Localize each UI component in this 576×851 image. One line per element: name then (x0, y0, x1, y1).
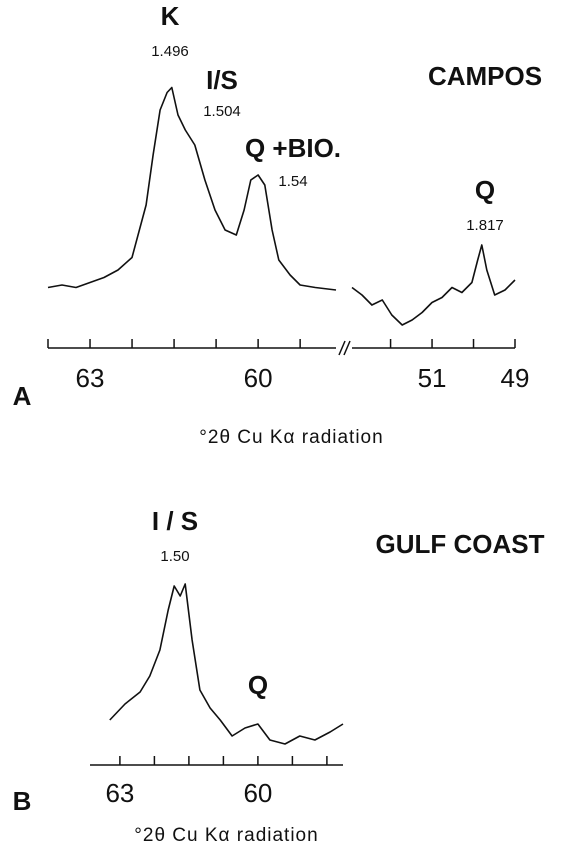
x-axis-label: °2θ Cu Kα radiation (199, 427, 383, 448)
d-spacing-label: 1.817 (466, 217, 504, 234)
peak-label: K (161, 1, 180, 31)
x-tick-label: 60 (243, 778, 272, 808)
peak-label: I / S (152, 506, 198, 536)
xrd-trace (351, 244, 516, 326)
panel-label: A (13, 381, 32, 411)
peak-label: Q (475, 175, 495, 205)
d-spacing-label: 1.504 (203, 103, 241, 120)
x-tick-label: 49 (501, 363, 530, 393)
d-spacing-label: 1.496 (151, 43, 189, 60)
x-tick-label: 63 (105, 778, 134, 808)
x-axis-label: °2θ Cu Kα radiation (134, 825, 318, 846)
x-tick-label: 63 (76, 363, 105, 393)
peak-label: Q +BIO. (245, 133, 341, 163)
chart-title: GULF COAST (376, 529, 545, 559)
d-spacing-label: 1.54 (278, 173, 307, 190)
xrd-trace (109, 583, 344, 745)
chart-title: CAMPOS (428, 61, 542, 91)
peak-label: I/S (206, 65, 238, 95)
panel-label: B (13, 786, 32, 816)
xrd-trace (47, 86, 337, 291)
break-mark (338, 340, 346, 356)
d-spacing-label: 1.50 (160, 548, 189, 565)
x-tick-label: 51 (418, 363, 447, 393)
x-tick-label: 60 (244, 363, 273, 393)
peak-label: Q (248, 670, 268, 700)
break-mark (343, 340, 351, 356)
axis-break (338, 340, 351, 356)
